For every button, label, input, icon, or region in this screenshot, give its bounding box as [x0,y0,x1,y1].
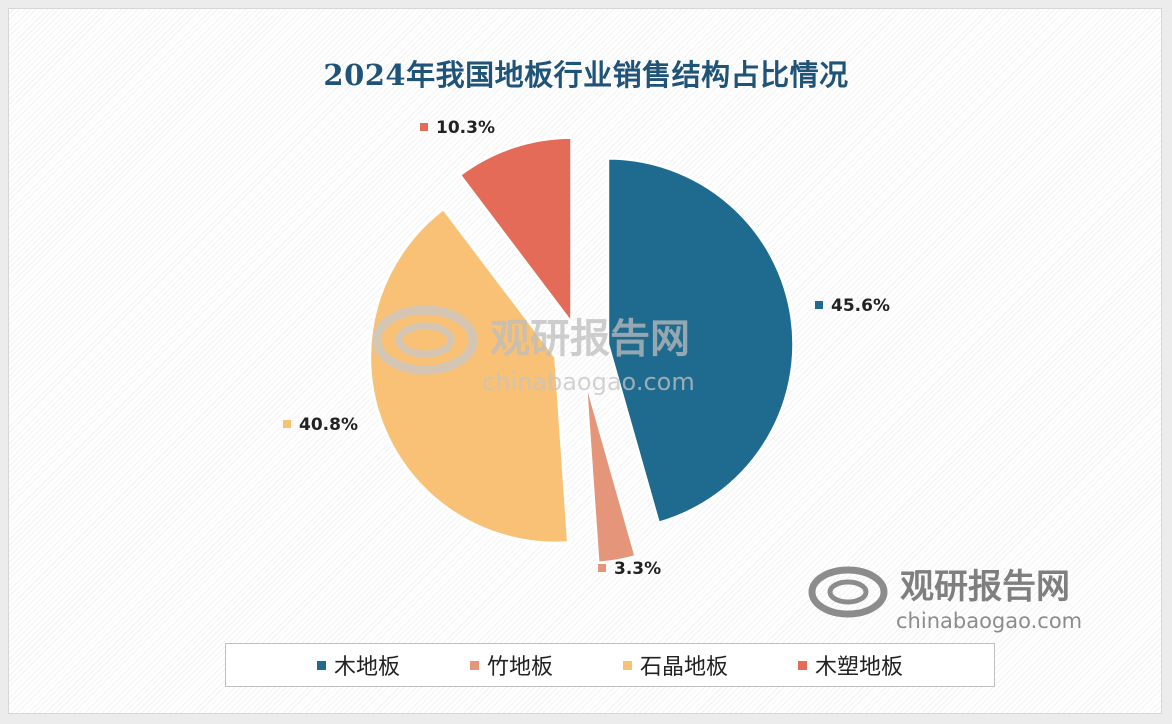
data-label-1: 45.6% [831,296,890,316]
legend: 木地板 竹地板 石晶地板 木塑地板 [225,643,995,687]
watermark-corner-logo-icon [808,566,888,618]
pie-slice-4 [457,135,574,328]
watermark-corner-name: 观研报告网 [900,567,1070,607]
data-label-2: 3.3% [614,559,661,579]
legend-swatch [623,660,632,670]
pie-slice-1 [606,156,796,525]
watermark-url: chinabaogao.com [482,368,695,396]
watermark-corner-url: chinabaogao.com [896,609,1082,633]
watermark-center: 观研报告网 chinabaogao.com [372,305,695,396]
watermark-name: 观研报告网 [490,316,690,362]
data-label-4: 10.3% [436,118,495,138]
watermark-corner: 观研报告网 chinabaogao.com [808,566,1082,633]
data-label-marker-4 [420,123,428,131]
pie-slice-2 [583,377,638,565]
data-label-marker-1 [815,301,823,309]
watermark-logo-icon [372,305,478,375]
legend-label: 木塑地板 [815,655,904,680]
legend-swatch [316,660,326,670]
data-label-3: 40.8% [299,415,358,435]
data-label-marker-3 [283,420,291,428]
legend-label: 石晶地板 [640,655,729,680]
legend-item-4: 木塑地板 [798,649,903,681]
chart-title: 2024年我国地板行业销售结构占比情况 [323,58,849,92]
legend-swatch [798,660,808,670]
legend-item-3: 石晶地板 [623,649,728,681]
pie-slice-3 [368,206,571,545]
legend-swatch [469,660,479,670]
legend-item-2: 竹地板 [469,649,553,681]
legend-label: 木地板 [333,655,400,680]
legend-label: 竹地板 [486,655,553,680]
chart-frame [8,8,1162,714]
legend-item-1: 木地板 [316,649,400,681]
data-label-marker-2 [598,564,606,572]
